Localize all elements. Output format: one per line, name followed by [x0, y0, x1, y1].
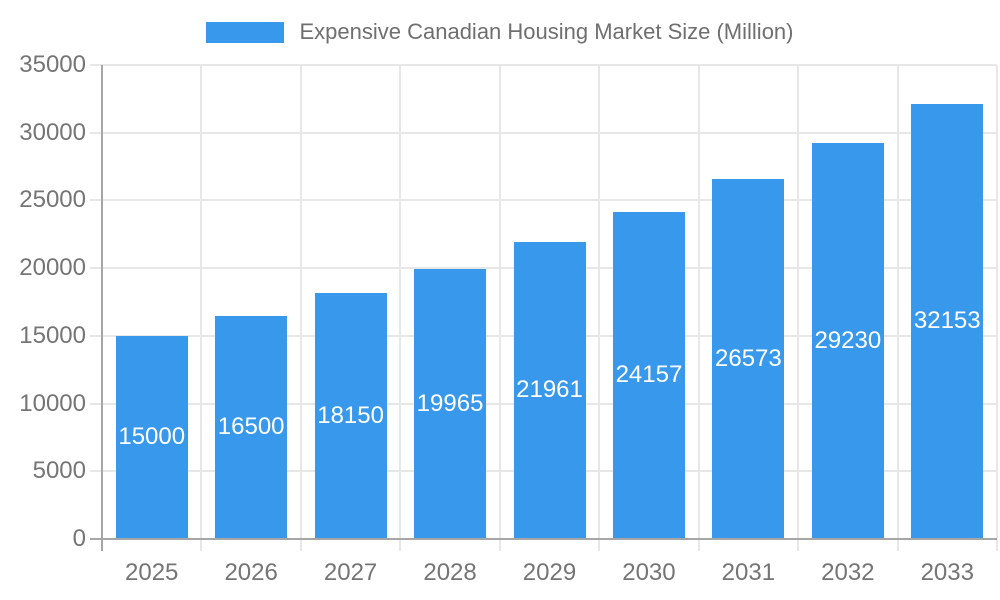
legend-swatch-icon: [206, 21, 285, 43]
bar-2027[interactable]: [314, 293, 387, 538]
bar-2030[interactable]: [612, 211, 685, 538]
y-gridline: [90, 131, 997, 134]
y-gridline: [90, 64, 997, 66]
y-gridline: [90, 199, 997, 202]
bar-value-label: 16500: [217, 413, 285, 441]
y-axis-tick-label: 5000: [32, 457, 86, 485]
x-axis-tick-label: 2032: [821, 559, 875, 586]
y-axis-tick-label: 0: [72, 525, 86, 552]
x-gridline: [896, 65, 899, 551]
bar-2026[interactable]: [215, 315, 288, 538]
bar-2031[interactable]: [712, 179, 785, 538]
bar-2025[interactable]: [115, 335, 188, 538]
x-axis-tick-label: 2033: [920, 559, 974, 586]
x-axis-tick-label: 2029: [522, 559, 577, 586]
x-axis-tick-label: 2031: [721, 559, 776, 586]
x-axis-line: [90, 538, 997, 540]
bar-value-label: 19965: [416, 389, 484, 417]
x-axis-tick-label: 2030: [622, 559, 676, 586]
legend-item[interactable]: Expensive Canadian Housing Market Size (…: [206, 19, 794, 45]
y-axis-tick-label: 20000: [19, 254, 86, 282]
bar-value-label: 29230: [814, 327, 882, 355]
y-axis-tick-label: 30000: [19, 118, 86, 146]
x-axis-tick-label: 2026: [224, 559, 278, 586]
x-gridline: [697, 65, 700, 551]
x-axis-tick-label: 2025: [125, 559, 179, 586]
x-gridline: [200, 65, 203, 551]
x-gridline: [299, 65, 302, 551]
x-gridline: [996, 65, 998, 551]
x-axis-tick-label: 2028: [423, 559, 477, 586]
bar-2029[interactable]: [513, 241, 586, 538]
bar-value-label: 24157: [615, 361, 683, 389]
bar-value-label: 21961: [516, 376, 583, 404]
y-axis-line: [101, 65, 103, 551]
y-axis-tick-label: 10000: [19, 389, 86, 417]
bar-value-label: 26573: [715, 345, 782, 373]
bar-2028[interactable]: [414, 268, 487, 538]
bar-2033[interactable]: [911, 103, 984, 538]
bar-value-label: 32153: [913, 307, 981, 335]
y-axis-tick-label: 15000: [19, 321, 86, 349]
x-gridline: [797, 65, 800, 551]
x-gridline: [598, 65, 601, 551]
bar-value-label: 18150: [317, 402, 384, 430]
bar-2032[interactable]: [811, 143, 884, 538]
x-axis-tick-label: 2027: [323, 559, 378, 586]
x-gridline: [498, 65, 501, 551]
x-gridline: [399, 65, 402, 551]
legend-label: Expensive Canadian Housing Market Size (…: [299, 19, 794, 44]
bar-value-label: 15000: [118, 423, 186, 451]
chart-legend: Expensive Canadian Housing Market Size (…: [0, 12, 1000, 52]
y-axis-tick-label: 35000: [19, 51, 86, 78]
y-axis-tick-label: 25000: [19, 186, 86, 214]
